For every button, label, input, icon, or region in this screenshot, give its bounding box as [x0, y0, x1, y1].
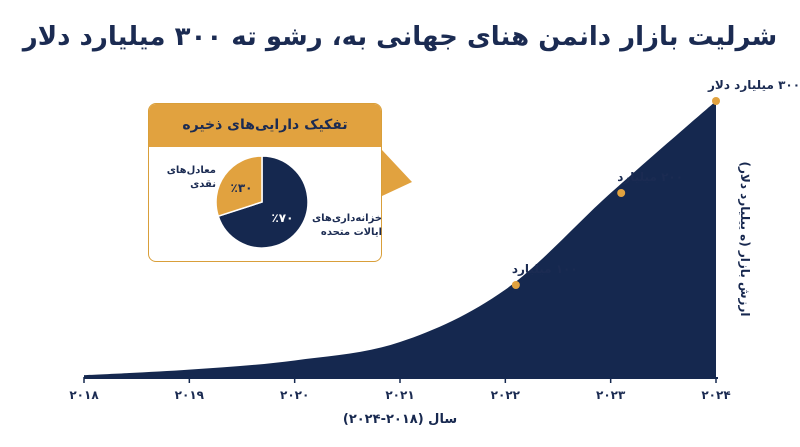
- x-tick-label: ۲۰۲۱: [385, 388, 414, 402]
- chart-title: شرلیت بازار دانمن هنای جهانی به، رشو ته …: [22, 22, 778, 52]
- annotation-marker: [617, 189, 626, 197]
- pie-slice: [215, 155, 263, 218]
- annotation-marker: [712, 97, 720, 105]
- annotation-label: ۳۰۰ میلیارد دلار: [707, 78, 800, 92]
- x-tick-label: ۲۰۲۳: [596, 388, 626, 402]
- x-tick-label: ۲۰۱۹: [175, 388, 205, 402]
- x-axis-label: سال (۲۰۱۸-۲۰۲۴): [342, 412, 458, 427]
- callout-pointer: [382, 150, 412, 196]
- x-tick-label: ۲۰۲۴: [701, 388, 730, 402]
- callout-title: تفکیک دارایی‌های ذخیره: [149, 104, 381, 147]
- pie-legend-treasuries: خزانه‌داری‌های ایالات متحده: [311, 213, 382, 238]
- pie-slice-label: ٪۷۰: [271, 211, 293, 225]
- x-tick-label: ۲۰۲۰: [280, 388, 309, 402]
- annotation-marker: [511, 281, 520, 289]
- market-area-series: [84, 101, 716, 377]
- pie-legend-cash: معادل‌های نقدی: [166, 165, 216, 190]
- annotation-label: ۲۰۰ میلیارد: [617, 170, 683, 184]
- x-tick-label: ۲۰۱۸: [69, 388, 99, 402]
- pie-slice: [217, 155, 309, 249]
- annotation-label: ۱۰۰ میلیارد: [512, 262, 578, 276]
- x-tick-label: ۲۰۲۲: [491, 388, 521, 402]
- pie-slice-label: ٪۳۰: [231, 181, 253, 195]
